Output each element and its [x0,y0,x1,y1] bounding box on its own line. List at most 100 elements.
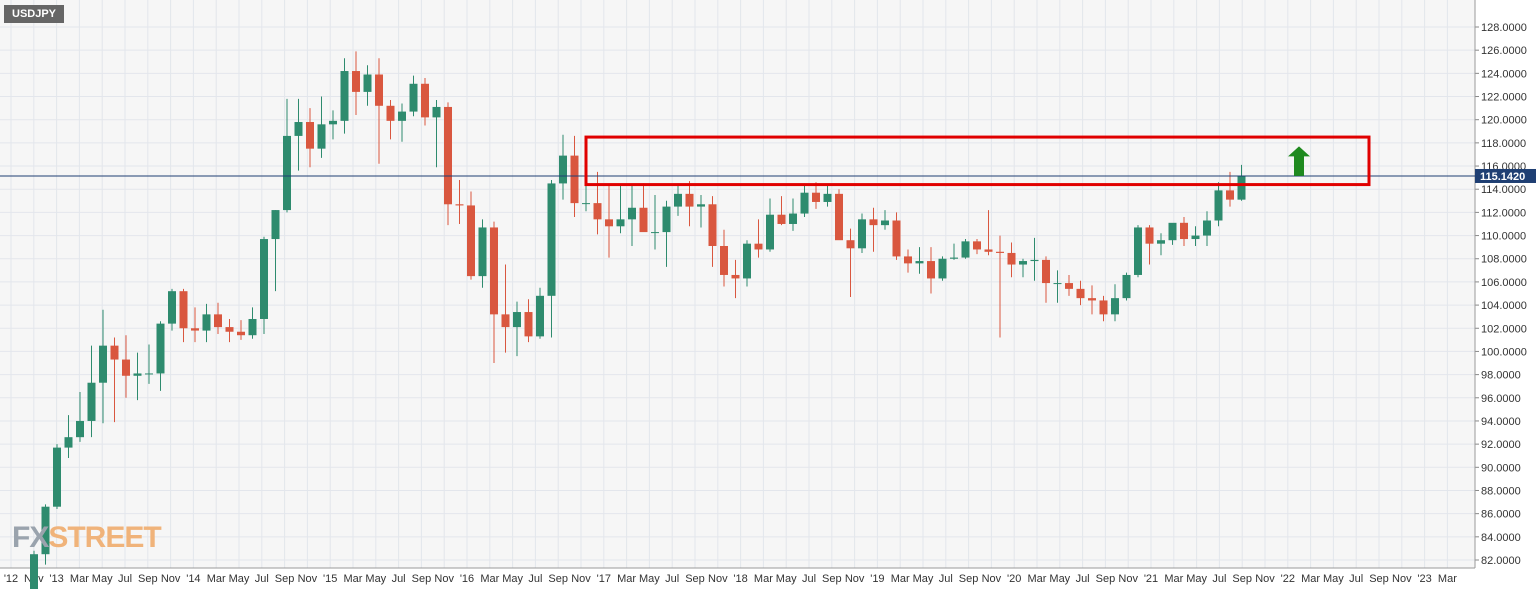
x-tick-label: '22 [1281,573,1295,585]
candle-bullish [823,185,832,207]
x-tick-label: Nov [434,573,454,585]
x-tick-label: '18 [733,573,747,585]
x-tick-label: Mar [207,573,226,585]
x-tick-label: May [1049,573,1070,585]
candle-bullish [99,309,107,424]
candle-bearish [214,302,222,335]
candle-body [179,291,188,329]
candle-bullish [168,288,176,331]
candle-body [823,193,832,202]
plot-background [0,0,1475,568]
x-tick-label: Mar [617,573,636,585]
candle-body [271,210,280,240]
candle-bullish [938,256,947,281]
candle-bearish [1226,171,1234,207]
candle-body [1053,283,1062,285]
candle-bullish [30,550,38,589]
candle-bearish [490,221,498,364]
x-tick-label: '17 [597,573,611,585]
candle-body [973,241,981,250]
candle-body [605,219,613,227]
candle-body [547,183,556,296]
candle-body [674,193,682,207]
x-tick-label: Sep [1096,573,1116,585]
candle-body [133,373,142,376]
y-axis-background [1475,0,1536,568]
candle-body [524,312,533,337]
candle-bullish [133,352,142,401]
candle-bullish [145,344,153,384]
y-tick-label: 84.0000 [1481,532,1521,544]
candle-body [708,204,717,246]
candle-bearish [927,247,935,294]
x-tick-label: Mar [891,573,910,585]
x-tick-label: May [913,573,934,585]
x-tick-label: Nov [161,573,181,585]
candle-body [1076,288,1085,299]
candle-bullish [283,98,291,213]
resistance-zone-box [584,135,1371,187]
candle-body [87,382,96,421]
x-tick-label: May [1323,573,1344,585]
x-tick-label: Mar [480,573,499,585]
candle-body [892,220,901,257]
x-tick-label: Sep [548,573,568,585]
x-tick-label: Jul [118,573,132,585]
x-tick-label: May [639,573,660,585]
candle-bearish [1007,242,1016,278]
candle-body [1122,274,1131,299]
candle-body [64,437,73,448]
x-tick-label: Jul [939,573,953,585]
candle-body [53,447,61,507]
candle-body [777,214,786,224]
candle-body [639,207,648,233]
candle-bearish [685,181,694,227]
candle-body [1042,259,1050,284]
candle-body [1203,220,1211,236]
candle-bullish [329,110,337,140]
candle-body [662,206,671,233]
candle-bearish [375,58,383,164]
candle-body [616,219,625,227]
candle-body [455,204,464,206]
x-tick-label: Sep [822,573,842,585]
candle-body [156,323,165,374]
candle-body [513,312,521,328]
candle-body [984,249,993,252]
x-tick-label: '23 [1417,573,1431,585]
candle-body [950,257,958,259]
y-tick-label: 86.0000 [1481,509,1521,521]
candle-bullish [743,240,751,287]
candle-bullish [202,303,211,343]
candle-bearish [467,191,475,280]
candle-bullish [1191,226,1200,246]
candle-body [168,291,176,324]
candle-body [846,240,855,249]
candle-bullish [64,415,73,459]
candle-bullish [1111,284,1119,322]
y-tick-label: 126.0000 [1481,45,1527,57]
candle-bearish [179,288,188,343]
candle-bullish [766,198,774,252]
x-tick-label: Sep [959,573,979,585]
x-tick-label: Mar [1028,573,1047,585]
candle-body [1030,259,1039,262]
x-tick-label: '19 [870,573,884,585]
candles [30,51,1246,589]
x-tick-label: Nov [1392,573,1412,585]
candle-body [398,111,406,121]
candle-bullish [248,307,257,339]
candle-bearish [1180,217,1188,246]
candle-body [881,220,889,226]
x-tick-label: Jul [1349,573,1363,585]
candle-bearish [1076,280,1085,306]
candle-body [1007,252,1016,265]
candle-body [1019,261,1027,265]
candle-body [628,207,636,220]
candle-body [501,314,510,328]
y-tick-label: 122.0000 [1481,92,1527,104]
y-tick-label: 82.0000 [1481,555,1521,567]
candle-bearish [754,219,763,258]
candle-bullish [651,195,659,250]
candle-bullish [674,183,682,216]
